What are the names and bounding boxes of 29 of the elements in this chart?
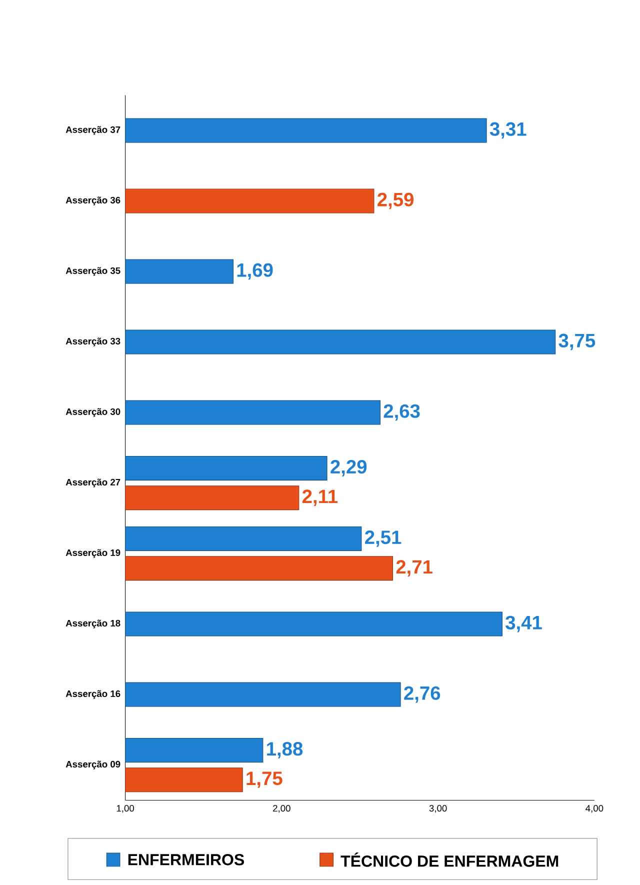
data-label: 3,41	[506, 616, 542, 632]
y-tick-label: Asserção 33	[66, 338, 120, 346]
x-tick-label: 3,00	[429, 805, 447, 813]
data-label: 2,71	[396, 560, 433, 577]
data-label: 2,76	[404, 686, 440, 703]
y-tick-label: Asserção 09	[66, 760, 120, 770]
y-tick-label: Asserção 35	[66, 267, 120, 276]
data-label: 3,31	[490, 122, 526, 139]
data-label: 1,69	[237, 263, 273, 280]
legend-label: TÉCNICO DE ENFERMAGEM	[340, 852, 558, 867]
data-label: 3,75	[558, 334, 596, 350]
data-label: 2,29	[330, 460, 367, 476]
data-label: 2,59	[378, 192, 414, 210]
y-tick-label: Asserção 36	[66, 196, 120, 206]
x-tick-label: 4,00	[586, 805, 604, 813]
x-tick-label: 1,00	[117, 805, 134, 813]
data-label: 2,63	[384, 404, 420, 421]
y-tick-label: Asserção 27	[66, 478, 120, 488]
y-tick-label: Asserção 18	[66, 620, 120, 628]
y-tick-label: Asserção 16	[66, 690, 120, 699]
data-label: 2,51	[365, 530, 402, 547]
y-tick-label: Asserção 19	[66, 549, 120, 558]
data-label: 1,88	[267, 742, 303, 758]
legend-label: ENFERMEIROS	[128, 854, 244, 866]
y-tick-label: Asserção 37	[66, 126, 120, 135]
y-tick-label: Asserção 30	[66, 408, 120, 417]
data-label: 1,75	[246, 772, 282, 788]
x-tick-label: 2,00	[273, 805, 291, 813]
data-label: 2,11	[302, 490, 338, 506]
